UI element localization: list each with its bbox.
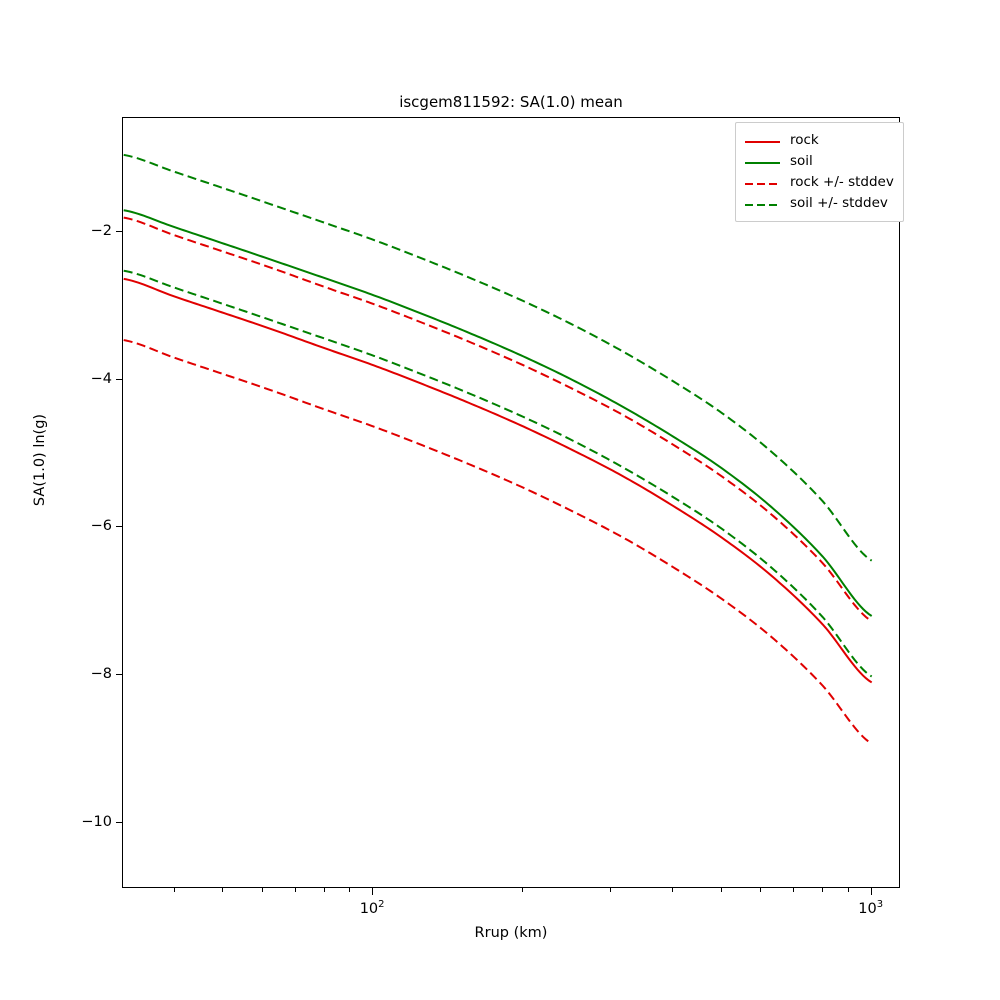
series-line-soil-stddev-lower [123, 269, 873, 678]
legend-label: rock +/- stddev [790, 173, 894, 190]
series-line-soil [123, 209, 873, 617]
x-tick-label: 103 [858, 899, 884, 917]
x-tick-mark-minor [847, 888, 849, 892]
y-tick-mark [116, 821, 123, 823]
x-tick-mark-minor [822, 888, 824, 892]
data-lines [123, 153, 873, 745]
y-tick-mark [116, 526, 123, 528]
y-tick-label: −8 [90, 666, 112, 683]
x-axis-tick-marks [122, 888, 900, 897]
y-axis-label: SA(1.0) ln(g) [32, 413, 48, 507]
y-tick-mark [116, 378, 123, 380]
x-tick-mark-minor [294, 888, 296, 892]
x-tick-mark-minor [672, 888, 674, 892]
legend-label: rock [790, 131, 819, 148]
legend-item-soil[interactable]: soil [744, 151, 894, 172]
x-tick-mark-minor [222, 888, 224, 892]
y-tick-label: −6 [90, 518, 112, 535]
legend-label: soil +/- stddev [790, 194, 888, 211]
page-title: iscgem811592: SA(1.0) mean [399, 93, 623, 111]
legend-swatch-dashed-icon [744, 197, 781, 211]
x-tick-mark-minor [720, 888, 722, 892]
x-tick-mark-major [870, 888, 872, 895]
y-tick-mark [116, 674, 123, 676]
x-tick-mark-minor [793, 888, 795, 892]
x-tick-mark-minor [349, 888, 351, 892]
x-tick-mark-minor [760, 888, 762, 892]
y-tick-label: −10 [81, 813, 112, 830]
legend-swatch-solid-icon [744, 155, 781, 169]
chart-legend[interactable]: rock soil rock +/- stddev soil +/- stddev [735, 122, 904, 222]
series-line-rock-stddev-upper [123, 216, 873, 623]
x-tick-mark-minor [609, 888, 611, 892]
y-axis-tick-labels: −2 −4 −6 −8 −10 [62, 117, 112, 888]
y-tick-mark [116, 231, 123, 233]
y-axis-tick-marks [114, 117, 123, 888]
y-tick-label: −4 [90, 370, 112, 387]
series-line-rock-stddev-lower [123, 339, 873, 745]
series-line-rock [123, 277, 873, 684]
x-tick-mark-minor [522, 888, 524, 892]
legend-swatch-solid-icon [744, 134, 781, 148]
x-tick-label: 102 [359, 899, 385, 917]
y-tick-label: −2 [90, 223, 112, 240]
legend-swatch-dashed-icon [744, 176, 781, 190]
x-tick-mark-minor [173, 888, 175, 892]
x-tick-mark-major [372, 888, 374, 895]
series-line-soil-stddev-upper [123, 153, 873, 562]
plot-area [122, 117, 900, 888]
legend-item-soil-stddev[interactable]: soil +/- stddev [744, 193, 894, 214]
x-tick-mark-minor [323, 888, 325, 892]
x-axis-tick-labels: 102 103 [122, 899, 900, 925]
legend-label: soil [790, 152, 813, 169]
x-axis-label: Rrup (km) [474, 925, 548, 941]
legend-item-rock-stddev[interactable]: rock +/- stddev [744, 172, 894, 193]
x-tick-mark-minor [261, 888, 263, 892]
legend-item-rock[interactable]: rock [744, 130, 894, 151]
